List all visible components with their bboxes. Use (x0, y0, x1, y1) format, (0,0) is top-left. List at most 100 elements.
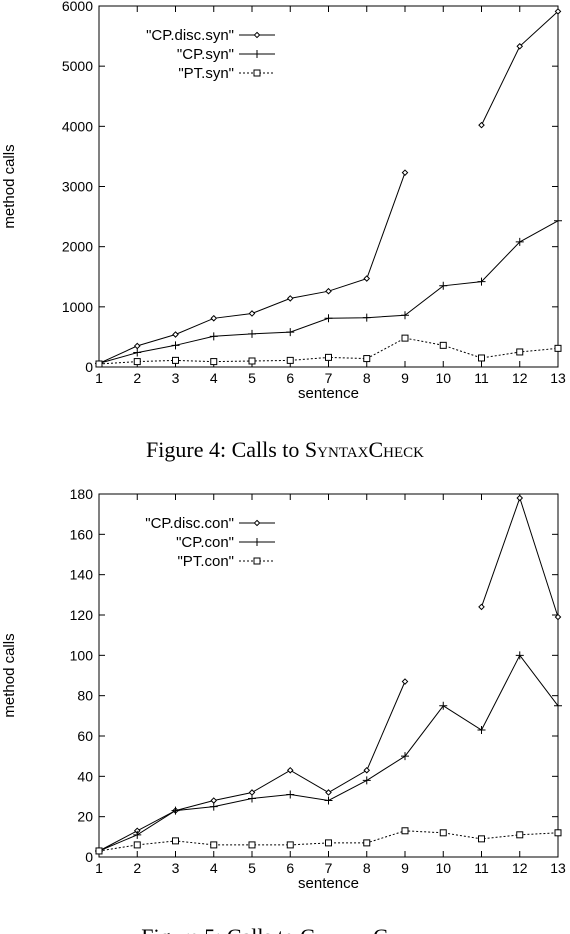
x-tick-label: 13 (550, 860, 566, 876)
data-point (515, 651, 524, 660)
figure-caption: Figure 4: Calls to SyntaxCheck (146, 437, 424, 462)
data-point (248, 329, 256, 338)
data-point (363, 275, 371, 282)
y-tick-label: 6000 (62, 0, 93, 14)
y-tick-label: 120 (70, 607, 94, 623)
x-tick-label: 6 (286, 860, 294, 876)
data-point (554, 216, 562, 225)
legend-label: "CP.con" (176, 534, 234, 551)
x-tick-label: 9 (401, 370, 409, 386)
data-point (286, 790, 295, 799)
data-point (516, 831, 524, 839)
y-tick-label: 3000 (62, 179, 93, 195)
y-tick-label: 140 (70, 567, 94, 583)
x-tick-label: 3 (172, 370, 180, 386)
legend: "CP.disc.con" "CP.con" "PT.con" (145, 515, 275, 570)
y-tick-label: 160 (70, 526, 94, 542)
legend-label: "CP.syn" (177, 46, 234, 63)
data-point (401, 334, 409, 342)
data-point (286, 295, 294, 302)
data-point (133, 342, 141, 350)
data-point (363, 766, 371, 774)
data-point (210, 841, 218, 849)
data-point (401, 827, 409, 835)
y-tick-label: 60 (77, 728, 93, 744)
y-tick-label: 2000 (62, 239, 93, 255)
data-point (401, 311, 409, 320)
data-point (439, 829, 447, 837)
y-tick-label: 0 (85, 359, 93, 375)
figure-caption: Figure 5: Calls to ConceptCheck (141, 924, 429, 934)
data-point (172, 356, 179, 364)
y-tick-label: 100 (70, 647, 94, 663)
x-tick-label: 10 (435, 370, 451, 386)
y-tick-label: 1000 (62, 299, 93, 315)
legend-label: "PT.syn" (178, 65, 234, 82)
x-tick-label: 5 (248, 860, 256, 876)
data-point (439, 341, 447, 349)
y-axis-label: method calls (1, 144, 18, 228)
data-point (516, 494, 524, 502)
data-point (401, 752, 409, 761)
data-point (248, 310, 256, 317)
data-point (554, 344, 562, 352)
x-tick-label: 10 (435, 860, 451, 876)
y-axis-label: method calls (1, 633, 18, 717)
data-point (172, 331, 179, 338)
x-tick-label: 7 (325, 370, 333, 386)
data-point (286, 766, 294, 774)
plot-frame (98, 5, 559, 368)
data-point (133, 358, 141, 366)
x-tick-label: 4 (210, 860, 218, 876)
x-tick-label: 12 (512, 860, 528, 876)
data-point (286, 356, 294, 364)
data-point (439, 701, 448, 710)
data-point (325, 839, 332, 847)
data-point (248, 357, 256, 365)
y-tick-label: 180 (70, 486, 94, 502)
x-tick-label: 6 (286, 370, 294, 386)
data-point (477, 277, 486, 286)
data-point (554, 701, 562, 710)
y-tick-label: 4000 (62, 118, 93, 134)
legend-marker (253, 538, 261, 546)
data-point (478, 835, 485, 843)
x-tick-label: 2 (133, 370, 141, 386)
data-point (286, 328, 295, 337)
series-3 (95, 334, 562, 368)
data-point (210, 314, 218, 322)
x-tick-label: 7 (325, 860, 333, 876)
data-point (286, 841, 294, 849)
legend-marker (253, 31, 261, 39)
data-point (324, 796, 333, 805)
x-tick-label: 4 (210, 370, 218, 386)
x-tick-label: 11 (474, 860, 489, 876)
data-point (554, 829, 562, 837)
data-point (516, 43, 524, 50)
x-tick-label: 1 (95, 370, 103, 386)
y-tick-label: 40 (77, 768, 93, 784)
data-point (516, 348, 524, 356)
x-axis-label: sentence (298, 875, 359, 892)
data-point (210, 797, 218, 804)
data-point (515, 237, 524, 246)
data-point (478, 354, 485, 362)
data-point (439, 281, 448, 290)
caption-routine-name: ConceptCheck (300, 924, 429, 934)
data-point (554, 8, 562, 15)
data-point (478, 121, 485, 129)
data-point (325, 353, 332, 361)
x-tick-label: 12 (512, 370, 528, 386)
data-point (171, 806, 180, 815)
data-point (133, 830, 142, 839)
x-tick-label: 9 (401, 860, 409, 876)
data-point (248, 789, 256, 796)
legend-label: "CP.disc.syn" (146, 27, 234, 44)
data-point (554, 613, 562, 621)
caption-prefix: Figure 4: Calls to (146, 437, 305, 462)
series-line (98, 11, 559, 364)
series-line (98, 654, 559, 852)
